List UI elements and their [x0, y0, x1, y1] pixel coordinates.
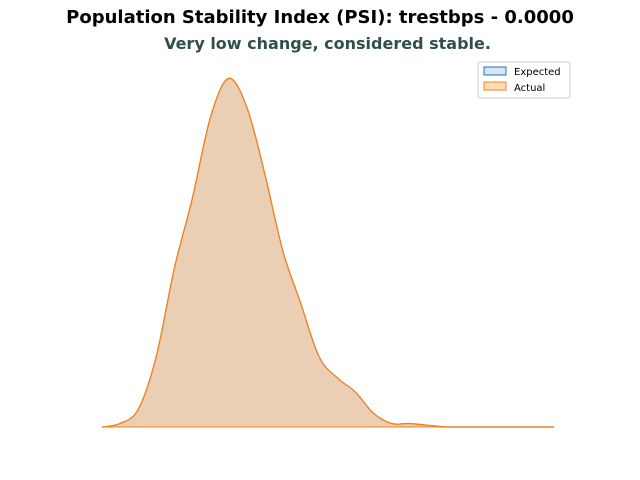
- legend-swatch-expected: [483, 66, 507, 76]
- legend-label-expected: Expected: [514, 67, 561, 78]
- chart-title: Population Stability Index (PSI): trestb…: [66, 7, 574, 28]
- density-area-actual: [102, 78, 554, 427]
- chart-subtitle: Very low change, considered stable.: [164, 34, 491, 53]
- legend-swatch-actual: [483, 81, 507, 91]
- legend-label-actual: Actual: [514, 83, 545, 94]
- series-layer: [101, 77, 554, 428]
- legend: Expected Actual: [477, 61, 571, 99]
